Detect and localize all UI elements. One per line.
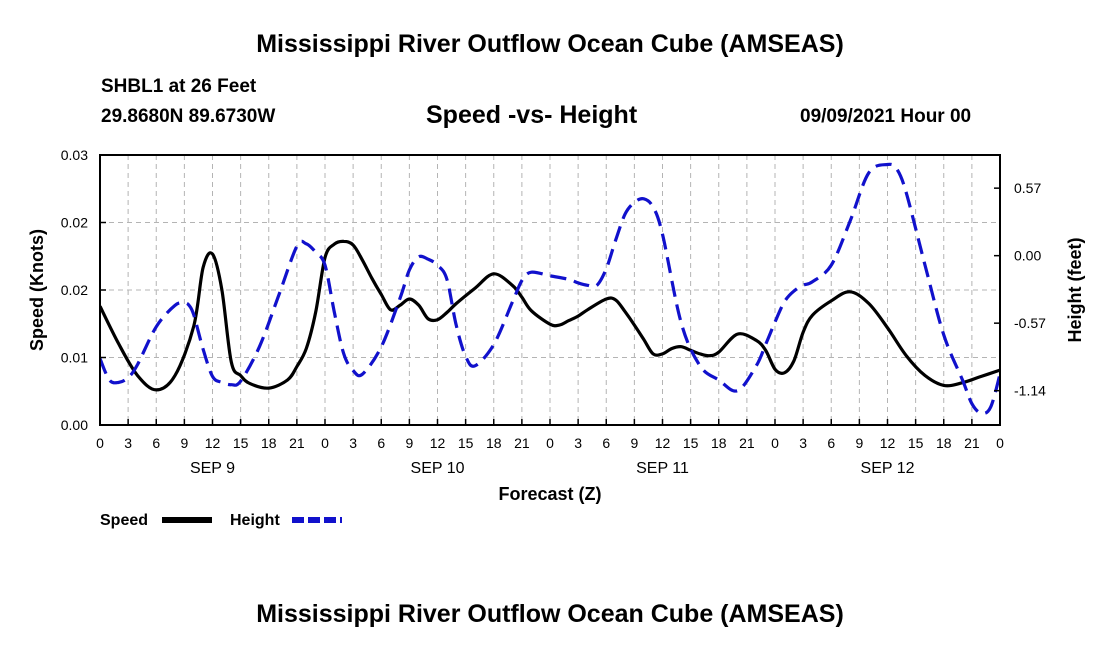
- x-tick-label: 12: [880, 435, 896, 451]
- day-label: SEP 9: [190, 460, 235, 477]
- chart-title: Mississippi River Outflow Ocean Cube (AM…: [256, 30, 844, 58]
- x-tick-label: 18: [261, 435, 277, 451]
- x-tick-label: 12: [430, 435, 446, 451]
- day-label: SEP 11: [636, 460, 689, 477]
- x-tick-label: 6: [827, 435, 835, 451]
- x-tick-label: 15: [683, 435, 699, 451]
- x-tick-label: 3: [124, 435, 132, 451]
- x-axis-title: Forecast (Z): [498, 484, 601, 504]
- x-axis: 0 3 6 9 12 15 18 21 0 3 6 9 12 15 18 21 0 3 6 9 12 15 18 21 0 3 6 9…: [96, 419, 1004, 477]
- x-tick-label: 0: [321, 435, 329, 451]
- x-tick-label: 18: [711, 435, 727, 451]
- chart-subtitle: Speed -vs- Height: [426, 101, 638, 129]
- y-right-tick-label: -1.14: [1014, 383, 1046, 399]
- day-label: SEP 12: [861, 460, 915, 477]
- x-tick-label: 15: [233, 435, 249, 451]
- x-tick-label: 12: [655, 435, 671, 451]
- x-tick-label: 21: [514, 435, 530, 451]
- coordinates-label: 29.8680N 89.6730W: [101, 106, 276, 127]
- x-tick-label: 3: [574, 435, 582, 451]
- x-tick-label: 9: [180, 435, 188, 451]
- series-line-speed: [100, 239, 1000, 392]
- x-tick-label: 15: [908, 435, 924, 451]
- x-tick-label: 9: [405, 435, 413, 451]
- x-tick-label: 6: [152, 435, 160, 451]
- series-layer: [100, 162, 1000, 416]
- y-axis-left: 0.00 0.01 0.02 0.02 0.03: [61, 147, 106, 433]
- legend-label-height: Height: [230, 512, 280, 529]
- x-tick-label: 3: [349, 435, 357, 451]
- x-tick-label: 0: [771, 435, 779, 451]
- x-tick-label: 21: [289, 435, 305, 451]
- y-left-tick-label: 0.01: [61, 350, 88, 366]
- day-label: SEP 10: [411, 460, 465, 477]
- x-tick-label: 0: [996, 435, 1004, 451]
- x-tick-label: 0: [96, 435, 104, 451]
- station-label: SHBL1 at 26 Feet: [101, 76, 257, 97]
- y-axis-right-title: Height (feet): [1065, 238, 1085, 343]
- y-axis-left-title: Speed (Knots): [27, 229, 47, 351]
- y-left-tick-label: 0.02: [61, 215, 88, 231]
- x-tick-label: 21: [739, 435, 755, 451]
- x-tick-label: 15: [458, 435, 474, 451]
- x-tick-label: 9: [855, 435, 863, 451]
- x-tick-label: 6: [377, 435, 385, 451]
- y-left-tick-label: 0.03: [61, 147, 88, 163]
- y-left-tick-label: 0.00: [61, 417, 88, 433]
- x-tick-label: 12: [205, 435, 221, 451]
- x-tick-label: 0: [546, 435, 554, 451]
- y-right-tick-label: 0.00: [1014, 248, 1041, 264]
- y-right-tick-label: -0.57: [1014, 315, 1046, 331]
- chart-footer-title: Mississippi River Outflow Ocean Cube (AM…: [256, 600, 844, 628]
- forecast-datetime: 09/09/2021 Hour 00: [800, 106, 972, 127]
- legend: Speed Height: [100, 512, 342, 529]
- x-tick-label: 18: [486, 435, 502, 451]
- x-tick-label: 21: [964, 435, 980, 451]
- y-axis-right: 0.57 0.00 -0.57 -1.14: [994, 180, 1046, 399]
- x-tick-label: 3: [799, 435, 807, 451]
- legend-label-speed: Speed: [100, 512, 148, 529]
- series-line-height: [100, 162, 1000, 416]
- x-tick-label: 6: [602, 435, 610, 451]
- x-tick-label: 9: [630, 435, 638, 451]
- x-tick-label: 18: [936, 435, 952, 451]
- y-left-tick-label: 0.02: [61, 282, 88, 298]
- y-right-tick-label: 0.57: [1014, 180, 1041, 196]
